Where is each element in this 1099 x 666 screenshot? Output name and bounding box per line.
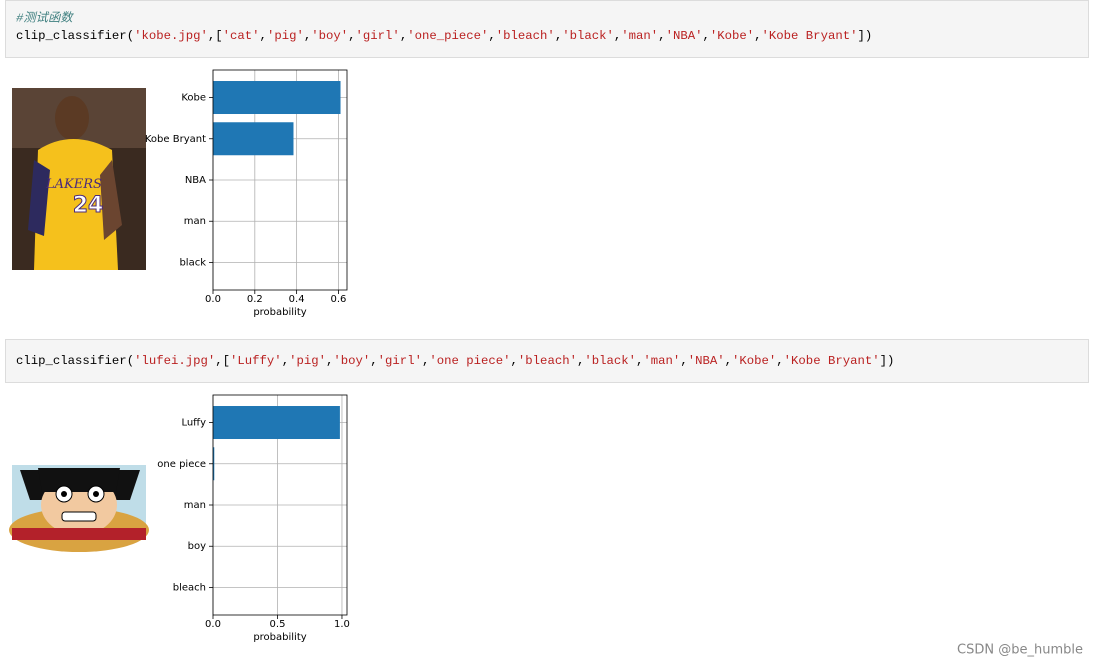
code-token: ,	[422, 354, 429, 368]
code-token: ,	[614, 29, 621, 43]
code-token: ,	[776, 354, 783, 368]
code-token: ,	[577, 354, 584, 368]
code-token: 'black'	[562, 29, 614, 43]
code-token: 'bleach'	[496, 29, 555, 43]
x-axis-label: probability	[253, 632, 306, 643]
code-token: ])	[880, 354, 895, 368]
code-token: 'Kobe Bryant'	[762, 29, 858, 43]
code-token: 'man'	[643, 354, 680, 368]
code-token: 'Luffy'	[230, 354, 282, 368]
code-token: ,	[348, 29, 355, 43]
code-token: 'Kobe'	[732, 354, 776, 368]
code-token: ,	[702, 29, 709, 43]
code-token: 'pig'	[267, 29, 304, 43]
code-token: 'cat'	[223, 29, 260, 43]
plot-frame	[212, 69, 348, 291]
code-token: ,	[370, 354, 377, 368]
luffy-image	[9, 465, 149, 552]
y-tick-label: black	[179, 257, 206, 268]
code-token: 'Kobe Bryant'	[784, 354, 880, 368]
x-tick-label: 0.4	[289, 294, 305, 305]
code-token: ,	[636, 354, 643, 368]
code-token: 'lufei.jpg'	[134, 354, 215, 368]
x-tick-label: 0.0	[205, 619, 221, 630]
code-token: 'bleach'	[518, 354, 577, 368]
code-token: ,	[282, 354, 289, 368]
y-tick-label: boy	[188, 541, 206, 552]
code-token: ,[	[208, 29, 223, 43]
bar	[213, 81, 341, 115]
svg-text:LAKERS: LAKERS	[45, 177, 102, 192]
y-tick-label: bleach	[173, 582, 206, 593]
code-token: ,	[260, 29, 267, 43]
code-token: ,	[680, 354, 687, 368]
code-token: clip_classifier(	[16, 29, 134, 43]
bar	[213, 447, 215, 481]
code-token: 'man'	[621, 29, 658, 43]
x-tick-label: 0.5	[270, 619, 286, 630]
code-token: ,	[400, 29, 407, 43]
code-token: 'boy'	[311, 29, 348, 43]
code-token: 'pig'	[289, 354, 326, 368]
code-token: 'NBA'	[688, 354, 725, 368]
code-cell[interactable]	[5, 339, 1089, 383]
x-tick-label: 1.0	[334, 619, 350, 630]
code-token: 'kobe.jpg'	[134, 29, 208, 43]
watermark: CSDN @be_humble	[957, 643, 1083, 658]
code-token: 'black'	[584, 354, 636, 368]
code-token: ,	[555, 29, 562, 43]
bar	[213, 122, 294, 156]
svg-text:24: 24	[73, 193, 104, 218]
code-token: ,	[511, 354, 518, 368]
bar	[213, 406, 340, 440]
code-token: 'NBA'	[666, 29, 703, 43]
y-tick-label: man	[184, 500, 206, 511]
x-axis-label: probability	[253, 307, 306, 318]
code-token: clip_classifier(	[16, 354, 134, 368]
code-token: 'Kobe'	[710, 29, 754, 43]
code-token: 'boy'	[333, 354, 370, 368]
code-token: ,[	[215, 354, 230, 368]
code-line: clip_classifier('lufei.jpg',['Luffy','pi…	[16, 354, 894, 368]
code-token: ,	[304, 29, 311, 43]
kobe-image: LAKERS 24	[12, 88, 146, 270]
code-token: 'one_piece'	[407, 29, 488, 43]
plot-frame	[212, 394, 348, 616]
x-tick-label: 0.2	[247, 294, 263, 305]
y-tick-label: NBA	[185, 175, 206, 186]
y-tick-label: Kobe	[181, 93, 206, 104]
code-token: ,	[658, 29, 665, 43]
code-token: ,	[488, 29, 495, 43]
code-token: ,	[326, 354, 333, 368]
x-tick-label: 0.6	[330, 294, 346, 305]
code-token: 'girl'	[378, 354, 422, 368]
code-token: ])	[857, 29, 872, 43]
code-token: 'girl'	[356, 29, 400, 43]
code-comment: #测试函数	[16, 10, 74, 25]
y-tick-label: one piece	[157, 459, 206, 470]
y-tick-label: Kobe Bryant	[145, 134, 206, 145]
code-cell[interactable]	[5, 0, 1089, 58]
y-tick-label: man	[184, 216, 206, 227]
code-token: ,	[754, 29, 761, 43]
code-token: 'one piece'	[429, 354, 510, 368]
y-tick-label: Luffy	[181, 418, 206, 429]
x-tick-label: 0.0	[205, 294, 221, 305]
code-line: clip_classifier('kobe.jpg',['cat','pig',…	[16, 29, 872, 43]
code-token: ,	[725, 354, 732, 368]
